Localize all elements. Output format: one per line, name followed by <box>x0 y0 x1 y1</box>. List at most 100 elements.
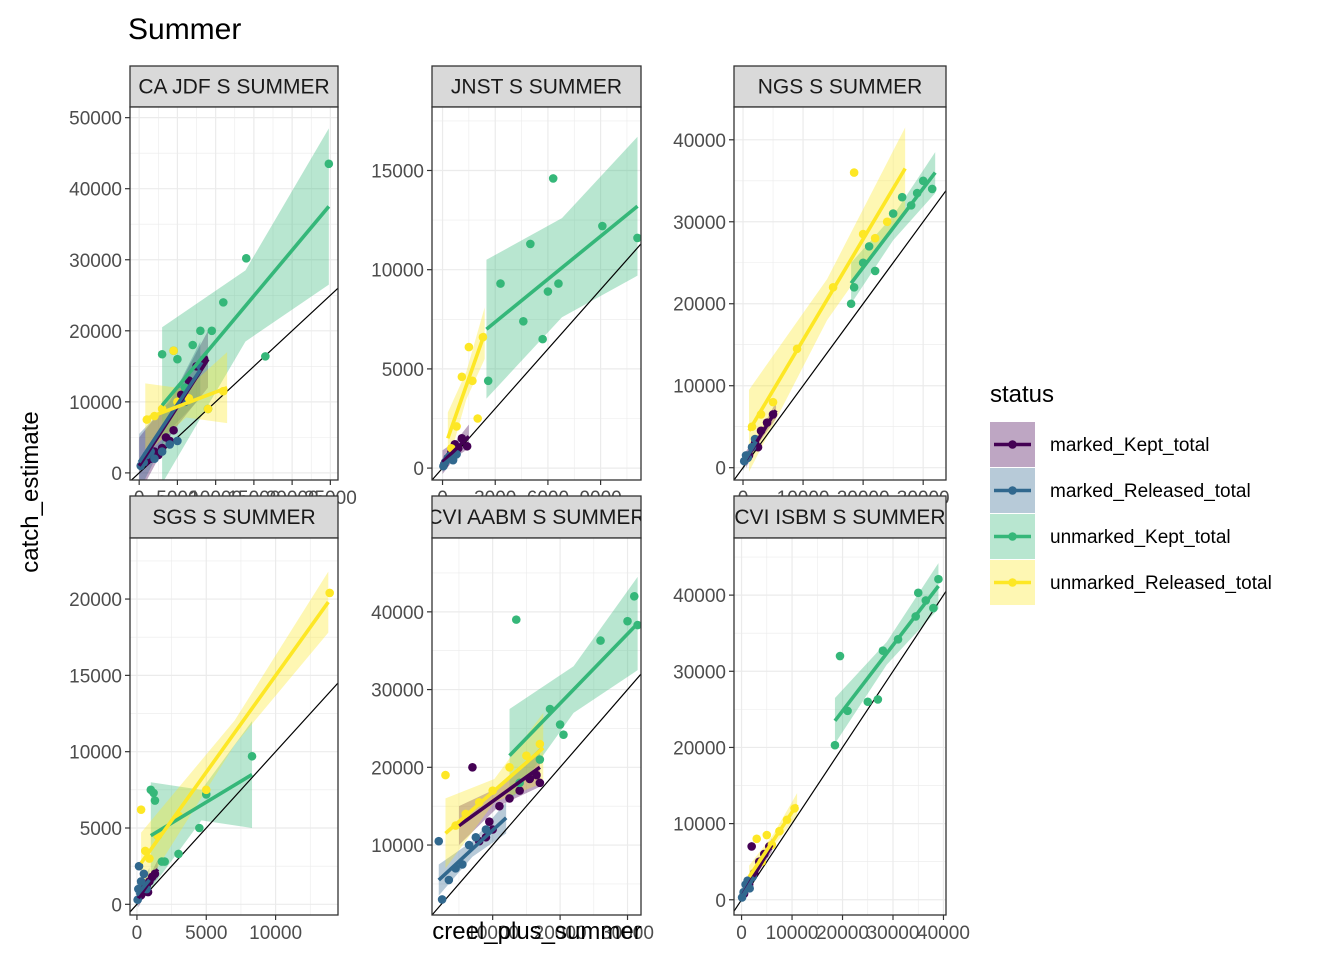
data-point <box>496 279 505 288</box>
y-tick-label: 20000 <box>673 295 726 316</box>
data-point <box>598 221 607 231</box>
fit-line <box>446 332 487 439</box>
legend-key-point <box>1008 440 1017 449</box>
data-point <box>864 242 874 251</box>
data-point <box>441 770 450 780</box>
y-tick-label: 0 <box>413 459 424 480</box>
data-point <box>849 283 859 292</box>
panel-border <box>431 537 642 916</box>
x-tick-label: 30000 <box>867 923 920 944</box>
gridlines <box>130 538 338 915</box>
y-tick-label: 40000 <box>673 131 726 152</box>
fit-line <box>444 746 545 835</box>
data-point <box>752 834 762 844</box>
data-point <box>188 340 198 350</box>
data-point <box>247 751 257 761</box>
legend-key-point <box>1008 486 1017 495</box>
data-point <box>485 817 494 827</box>
data-point <box>462 441 472 451</box>
data-point <box>870 266 880 276</box>
data-point <box>495 801 504 811</box>
x-axis-title: creel_plus_summer <box>432 918 641 945</box>
fit-line <box>508 622 639 757</box>
x-tick-label: 0 <box>132 923 143 944</box>
plot-area <box>734 563 946 913</box>
data-point <box>173 436 182 446</box>
data-point <box>554 279 563 288</box>
fit-line <box>144 385 228 421</box>
y-tick-label: 10000 <box>69 393 122 414</box>
data-point <box>195 823 204 833</box>
data-point <box>261 352 270 361</box>
x-tick-label: 30000 <box>601 923 654 944</box>
facet-strip-label: NGS S SUMMER <box>758 76 923 99</box>
figure-title: Summer <box>128 13 241 46</box>
fit-line <box>833 584 940 722</box>
x-tick-label: 10000 <box>249 923 302 944</box>
data-point <box>505 794 514 803</box>
data-point <box>849 168 859 177</box>
legend-item: marked_Released_total <box>990 468 1251 513</box>
fit-line <box>441 450 460 467</box>
data-point <box>471 832 481 842</box>
y-tick-label: 20000 <box>69 590 122 611</box>
data-point <box>511 615 521 624</box>
data-point <box>169 425 178 435</box>
data-point <box>538 334 547 344</box>
fit-line <box>747 167 907 432</box>
panel-border <box>129 106 339 481</box>
data-point <box>136 805 146 814</box>
facet-strip <box>129 65 339 108</box>
legend: status marked_Kept_total marked_Released_… <box>990 381 1272 605</box>
fit-line <box>849 171 937 285</box>
y-tick-label: 10000 <box>69 743 122 764</box>
facet-strip-label: CVI AABM S SUMMER <box>427 506 645 529</box>
y-tick-label: 0 <box>111 895 122 916</box>
data-point <box>165 440 175 449</box>
x-tick-label: 10000 <box>766 923 819 944</box>
data-point <box>927 184 937 194</box>
data-point <box>150 796 160 805</box>
data-point <box>633 233 641 243</box>
fit-line <box>441 435 471 464</box>
data-point <box>203 404 213 414</box>
plot-area <box>734 127 946 480</box>
facet-strip <box>733 495 947 539</box>
facet-strip-label: CA JDF S SUMMER <box>138 76 329 99</box>
panel-border <box>129 537 339 916</box>
data-point <box>468 763 477 772</box>
plot-area <box>130 128 338 480</box>
x-tick-label: 20000 <box>816 923 869 944</box>
data-point <box>897 192 907 202</box>
data-point <box>173 354 182 364</box>
legend-item: unmarked_Kept_total <box>990 514 1231 559</box>
y-tick-label: 30000 <box>69 251 122 272</box>
panel-background <box>130 107 338 480</box>
data-point <box>535 739 545 749</box>
panel-background <box>734 107 946 480</box>
data-point <box>870 233 880 243</box>
fit-line <box>137 368 202 464</box>
gridlines <box>734 107 946 480</box>
legend-label: unmarked_Released_total <box>1050 573 1272 594</box>
data-point <box>157 447 167 456</box>
data-point <box>437 895 447 904</box>
data-point <box>201 785 211 795</box>
data-point <box>434 836 444 846</box>
y-tick-label: 10000 <box>371 836 424 857</box>
legend-label: marked_Released_total <box>1050 481 1251 502</box>
x-tick-label: 0 <box>736 923 747 944</box>
data-point <box>134 861 144 871</box>
data-point <box>515 786 524 795</box>
data-point <box>464 840 474 850</box>
data-point <box>596 636 605 645</box>
facet-strip <box>733 65 947 108</box>
y-tick-label: 40000 <box>371 603 424 624</box>
y-tick-label: 40000 <box>69 180 122 201</box>
data-point <box>768 397 778 407</box>
gridlines <box>734 538 946 915</box>
